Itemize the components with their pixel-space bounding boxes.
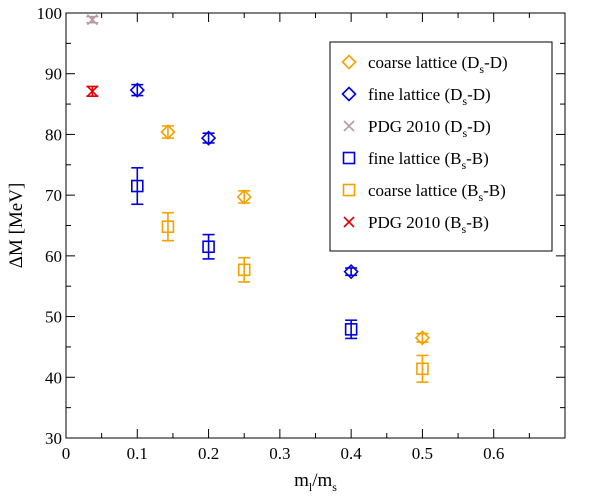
y-axis: 30 40 50 60 70 80 90 100 bbox=[37, 4, 565, 448]
legend-label-main: fine lattice (D bbox=[368, 85, 462, 104]
legend-label-main: coarse lattice (B bbox=[368, 181, 478, 200]
series bbox=[129, 82, 359, 280]
legend-label: coarse lattice (Bs-B) bbox=[368, 181, 506, 204]
error-bar bbox=[345, 319, 358, 340]
legend-label-tail: -D) bbox=[467, 85, 491, 104]
data-point bbox=[202, 240, 215, 254]
legend-item: PDG 2010 (Ds-D) bbox=[343, 117, 491, 140]
legend: coarse lattice (Ds-D)fine lattice (Ds-D)… bbox=[329, 41, 553, 252]
legend-marker bbox=[342, 151, 356, 165]
data-point bbox=[344, 323, 358, 336]
data-point bbox=[343, 264, 359, 280]
series bbox=[130, 167, 358, 340]
legend-label-sub: s bbox=[462, 126, 467, 140]
x-label-main: m bbox=[294, 470, 309, 491]
x-axis-label: ml/ms bbox=[294, 470, 337, 494]
legend-label-sub: s bbox=[462, 222, 467, 236]
legend-label: PDG 2010 (Ds-D) bbox=[368, 117, 491, 140]
data-point bbox=[236, 189, 252, 205]
legend-label-sub: s bbox=[462, 94, 467, 108]
legend-label: coarse lattice (Ds-D) bbox=[368, 53, 508, 76]
series-layer bbox=[86, 14, 431, 383]
legend-marker bbox=[341, 54, 357, 70]
x-tick-label: 0.3 bbox=[269, 444, 290, 463]
legend-marker bbox=[343, 120, 355, 132]
data-point bbox=[130, 179, 144, 193]
series bbox=[86, 14, 99, 26]
data-point bbox=[160, 124, 176, 140]
series bbox=[86, 85, 99, 97]
y-tick-label: 50 bbox=[45, 308, 62, 327]
x-axis: 0 0.1 0.2 0.3 0.4 0.5 0.6 bbox=[62, 13, 530, 463]
legend-marker bbox=[342, 183, 356, 197]
x-tick-label: 0.6 bbox=[483, 444, 504, 463]
y-tick-label: 60 bbox=[45, 247, 62, 266]
error-bar bbox=[416, 354, 429, 383]
x-tick-label: 0.2 bbox=[198, 444, 219, 463]
error-bar bbox=[345, 267, 358, 277]
x-label-sub1: l bbox=[309, 480, 313, 494]
legend-label-main: PDG 2010 (D bbox=[368, 117, 462, 136]
data-point bbox=[86, 85, 98, 97]
legend-label-tail: -D) bbox=[484, 53, 508, 72]
data-point bbox=[86, 14, 98, 26]
series bbox=[160, 124, 431, 346]
y-tick-label: 30 bbox=[45, 429, 62, 448]
data-point bbox=[414, 330, 431, 346]
legend-marker bbox=[341, 86, 357, 102]
series bbox=[161, 211, 429, 383]
legend-label-sub: s bbox=[478, 190, 483, 204]
legend-label-main: fine lattice (B bbox=[368, 149, 461, 168]
error-bar bbox=[202, 233, 215, 260]
error-bar bbox=[238, 256, 251, 283]
y-tick-label: 70 bbox=[45, 186, 62, 205]
y-tick-label: 40 bbox=[45, 368, 62, 387]
error-bar bbox=[161, 125, 174, 139]
x-tick-label: 0.5 bbox=[412, 444, 433, 463]
legend-item: fine lattice (Bs-B) bbox=[342, 149, 489, 172]
legend-label-tail: -B) bbox=[466, 149, 489, 168]
legend-label-tail: -B) bbox=[483, 181, 506, 200]
error-bar bbox=[131, 167, 144, 206]
legend-label-main: coarse lattice (D bbox=[368, 53, 479, 72]
y-tick-label: 100 bbox=[37, 4, 63, 23]
legend-label-sub: s bbox=[461, 158, 466, 172]
x-label-sub2: s bbox=[332, 480, 337, 494]
error-bar bbox=[131, 83, 144, 97]
data-point bbox=[200, 130, 217, 146]
legend-label-sub: s bbox=[479, 62, 484, 76]
x-tick-label: 0.4 bbox=[341, 444, 363, 463]
legend-item: PDG 2010 (Bs-B) bbox=[343, 213, 489, 236]
legend-item: coarse lattice (Ds-D) bbox=[341, 53, 508, 76]
error-bar bbox=[416, 332, 429, 343]
legend-label: fine lattice (Ds-D) bbox=[368, 85, 491, 108]
data-point bbox=[416, 362, 429, 376]
y-axis-label: ΔM [MeV] bbox=[6, 183, 27, 269]
legend-label: fine lattice (Bs-B) bbox=[368, 149, 489, 172]
x-tick-label: 0.1 bbox=[127, 444, 148, 463]
y-tick-label: 90 bbox=[45, 65, 62, 84]
x-label-mid: /m bbox=[312, 470, 332, 491]
legend-box bbox=[329, 41, 553, 252]
legend-item: fine lattice (Ds-D) bbox=[341, 85, 491, 108]
legend-label-tail: -D) bbox=[467, 117, 491, 136]
legend-marker bbox=[343, 216, 355, 228]
x-tick-label: 0 bbox=[62, 444, 71, 463]
legend-label-tail: -B) bbox=[466, 213, 489, 232]
legend-label: PDG 2010 (Bs-B) bbox=[368, 213, 489, 236]
error-bar bbox=[161, 211, 174, 242]
error-bar bbox=[238, 190, 251, 204]
legend-label-main: PDG 2010 (B bbox=[368, 213, 462, 232]
data-point bbox=[237, 263, 251, 277]
data-point bbox=[161, 220, 175, 234]
y-tick-label: 80 bbox=[45, 125, 62, 144]
data-point bbox=[129, 82, 145, 98]
legend-item: coarse lattice (Bs-B) bbox=[342, 181, 506, 204]
error-bar bbox=[202, 132, 215, 144]
